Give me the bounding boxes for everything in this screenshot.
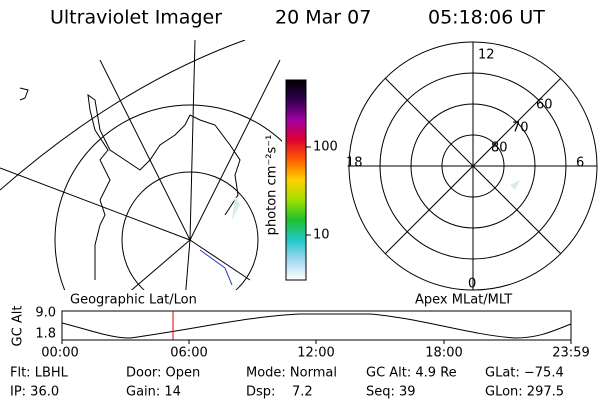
status-field: IP: 36.0 [10,385,59,400]
date: 20 Mar 07 [275,7,371,29]
title: Ultraviolet Imager [50,7,222,29]
status-field: Mode: Normal [246,366,337,381]
timeline-y-label: 9.0 [35,306,56,321]
lat-label: 70 [512,121,529,136]
time: 05:18:06 UT [428,7,545,29]
timeline-axis-label: GC Alt [11,306,26,347]
altitude-curve [61,313,572,339]
status-field: Flt: LBHL [10,366,69,381]
mlt-label: 12 [478,48,495,63]
time-label: 23:59 [552,346,589,361]
time-ticks [61,340,572,344]
status-field: GC Alt: 4.9 Re [366,366,457,381]
colorbar [285,79,307,281]
colorbar-tick-label: 10 [313,228,330,243]
status-field: Dsp: 7.2 [246,385,313,400]
footer: Flt: LBHL Door: Open Mode: Normal GC Alt: 4… [10,366,564,400]
timeline-left-label: Geographic Lat/Lon [70,293,197,308]
status-field: GLat: −75.4 [485,366,564,381]
lat-label: 80 [491,141,508,156]
time-label: 00:00 [41,346,78,361]
colorbar-tick-label: 100 [313,140,338,155]
status-field: Gain: 14 [126,385,181,400]
time-label: 18:00 [425,346,462,361]
status-field: GLon: 297.5 [485,385,564,400]
status-field: Seq: 39 [366,385,416,400]
geographic-map [0,40,282,290]
time-label: 06:00 [170,346,207,361]
timeline-right-label: Apex MLat/MLT [415,293,512,308]
colorbar-label: photon cm⁻²s⁻¹ [265,135,280,236]
polar-plot [348,41,598,291]
mlt-label: 18 [346,156,363,171]
status-field: Door: Open [126,366,200,381]
lat-label: 60 [536,98,553,113]
timeline-y-label: 1.8 [35,327,56,342]
mlt-label: 0 [468,277,476,292]
time-label: 12:00 [297,346,334,361]
mlt-label: 6 [576,156,584,171]
